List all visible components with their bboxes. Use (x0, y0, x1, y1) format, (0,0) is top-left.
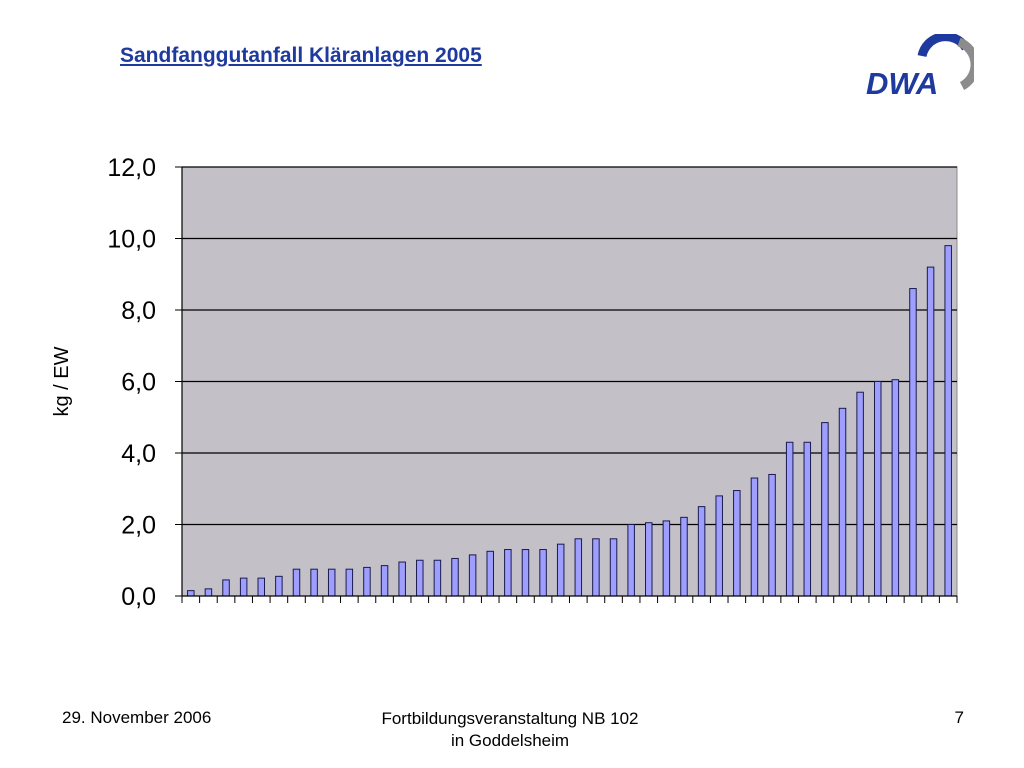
footer-event-line2: in Goddelsheim (450, 731, 570, 750)
bar (187, 590, 195, 597)
footer-page-number: 7 (954, 708, 964, 727)
bar (645, 522, 653, 597)
bar (345, 568, 354, 597)
bar (821, 422, 829, 597)
y-tick-label: 10,0 (107, 226, 156, 254)
bar (222, 579, 230, 597)
bar (468, 554, 477, 597)
bar (662, 520, 671, 597)
bar (592, 538, 600, 597)
bar (204, 588, 213, 597)
bar (680, 516, 688, 597)
logo-text: DWA (866, 66, 938, 100)
bar (856, 391, 864, 597)
bar (873, 381, 882, 597)
gridlines (182, 166, 957, 526)
y-axis-label: kg / EW (51, 346, 73, 416)
dwa-logo: DWA (866, 34, 974, 100)
bar (486, 550, 494, 597)
bar (504, 549, 512, 597)
y-tick-label: 12,0 (107, 154, 156, 182)
bar (539, 549, 547, 597)
bar (609, 538, 618, 597)
bar-chart: 0,0 2,0 4,0 6,0 8,0 10,0 12,0 kg / EW (51, 154, 958, 611)
y-tick-label: 0,0 (121, 583, 156, 611)
bar (891, 379, 900, 597)
y-tick-label: 8,0 (121, 297, 156, 325)
footer-event-line1: Fortbildungsveranstaltung NB 102 (381, 709, 639, 728)
y-tick-labels: 0,0 2,0 4,0 6,0 8,0 10,0 12,0 (107, 154, 156, 611)
bar (785, 441, 794, 597)
bar (574, 538, 583, 597)
logo-arc-gray (957, 37, 974, 91)
bar (521, 549, 530, 597)
bar (556, 543, 565, 597)
bar (768, 473, 776, 597)
bar (292, 568, 301, 597)
bar (627, 524, 635, 597)
bar (451, 557, 459, 597)
y-tick-label: 2,0 (121, 512, 156, 540)
bar (909, 288, 917, 597)
bar (398, 561, 406, 597)
bar (697, 506, 706, 597)
bar (433, 559, 442, 597)
bar (327, 568, 336, 597)
slide-title: Sandfanggutanfall Kläranlagen 2005 (120, 44, 482, 67)
bar (715, 495, 723, 597)
bar (750, 477, 759, 597)
bar (926, 266, 935, 597)
y-tick-label: 6,0 (121, 369, 156, 397)
axes (175, 166, 958, 603)
bar (944, 245, 952, 597)
bar (239, 577, 248, 597)
y-tick-label: 4,0 (121, 440, 156, 468)
bar (803, 441, 812, 597)
bar (416, 559, 424, 597)
bar (380, 565, 389, 597)
bar (363, 566, 371, 597)
bar (257, 577, 266, 597)
bar (733, 490, 741, 597)
footer-event: Fortbildungsveranstaltung NB 102 in Godd… (330, 708, 690, 752)
bar (838, 407, 847, 597)
bar (275, 575, 283, 597)
bar (310, 568, 318, 597)
footer-date: 29. November 2006 (62, 708, 212, 727)
